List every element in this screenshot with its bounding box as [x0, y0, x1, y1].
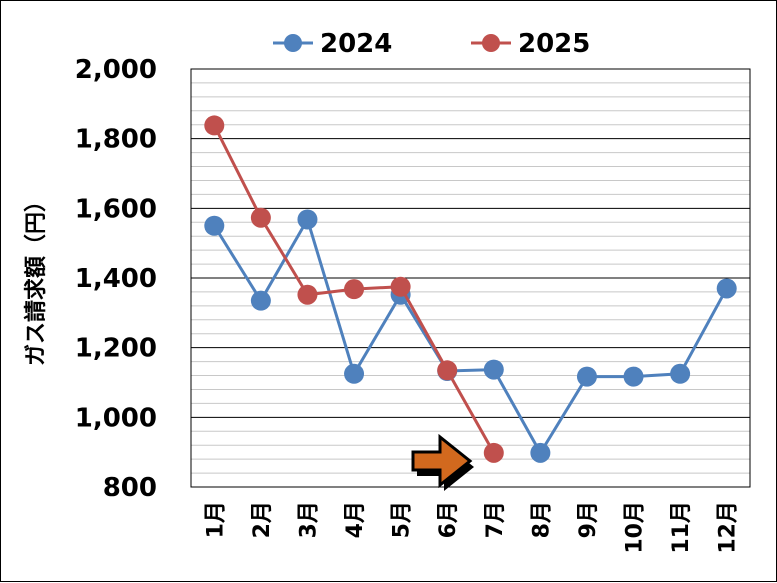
x-tick-label: 7月 [483, 501, 508, 538]
data-point-2024 [623, 366, 644, 387]
data-point-2024 [530, 442, 551, 463]
x-tick-label: 12月 [716, 501, 741, 554]
x-tick-label: 6月 [436, 501, 461, 538]
data-point-2024 [297, 209, 318, 230]
y-tick-label: 1,800 [75, 125, 157, 155]
legend-marker-2024 [284, 34, 302, 52]
data-point-2024 [344, 363, 365, 384]
data-point-2024 [576, 366, 597, 387]
data-point-2024 [670, 363, 691, 384]
y-axis-label: ガス請求額（円） [23, 190, 49, 366]
data-point-2024 [204, 215, 225, 236]
x-tick-label: 4月 [343, 501, 368, 538]
x-tick-label: 1月 [203, 501, 228, 538]
legend-label-2025: 2025 [518, 29, 590, 59]
x-tick-label: 10月 [623, 501, 648, 554]
data-point-2025 [297, 284, 318, 305]
x-tick-label: 5月 [390, 501, 415, 538]
annotation-arrow [411, 433, 473, 489]
x-tick-label: 9月 [576, 501, 601, 538]
legend-marker-2025 [482, 34, 500, 52]
x-tick-label: 2月 [250, 501, 275, 538]
y-tick-label: 1,600 [75, 194, 157, 224]
data-point-2025 [483, 442, 504, 463]
data-point-2025 [437, 360, 458, 381]
y-tick-label: 800 [103, 473, 157, 503]
x-tick-label: 8月 [529, 501, 554, 538]
x-tick-label: 3月 [296, 501, 321, 538]
data-point-2025 [250, 207, 271, 228]
plot-border [190, 68, 751, 488]
y-tick-label: 1,000 [75, 403, 157, 433]
data-point-2024 [483, 359, 504, 380]
y-tick-label: 1,200 [75, 334, 157, 364]
data-point-2024 [716, 278, 737, 299]
x-tick-label: 11月 [669, 501, 694, 554]
legend-label-2024: 2024 [320, 29, 392, 59]
data-point-2025 [344, 279, 365, 300]
data-point-2025 [390, 276, 411, 297]
data-point-2025 [204, 115, 225, 136]
data-point-2024 [250, 290, 271, 311]
y-tick-label: 2,000 [75, 55, 157, 85]
y-tick-label: 1,400 [75, 264, 157, 294]
